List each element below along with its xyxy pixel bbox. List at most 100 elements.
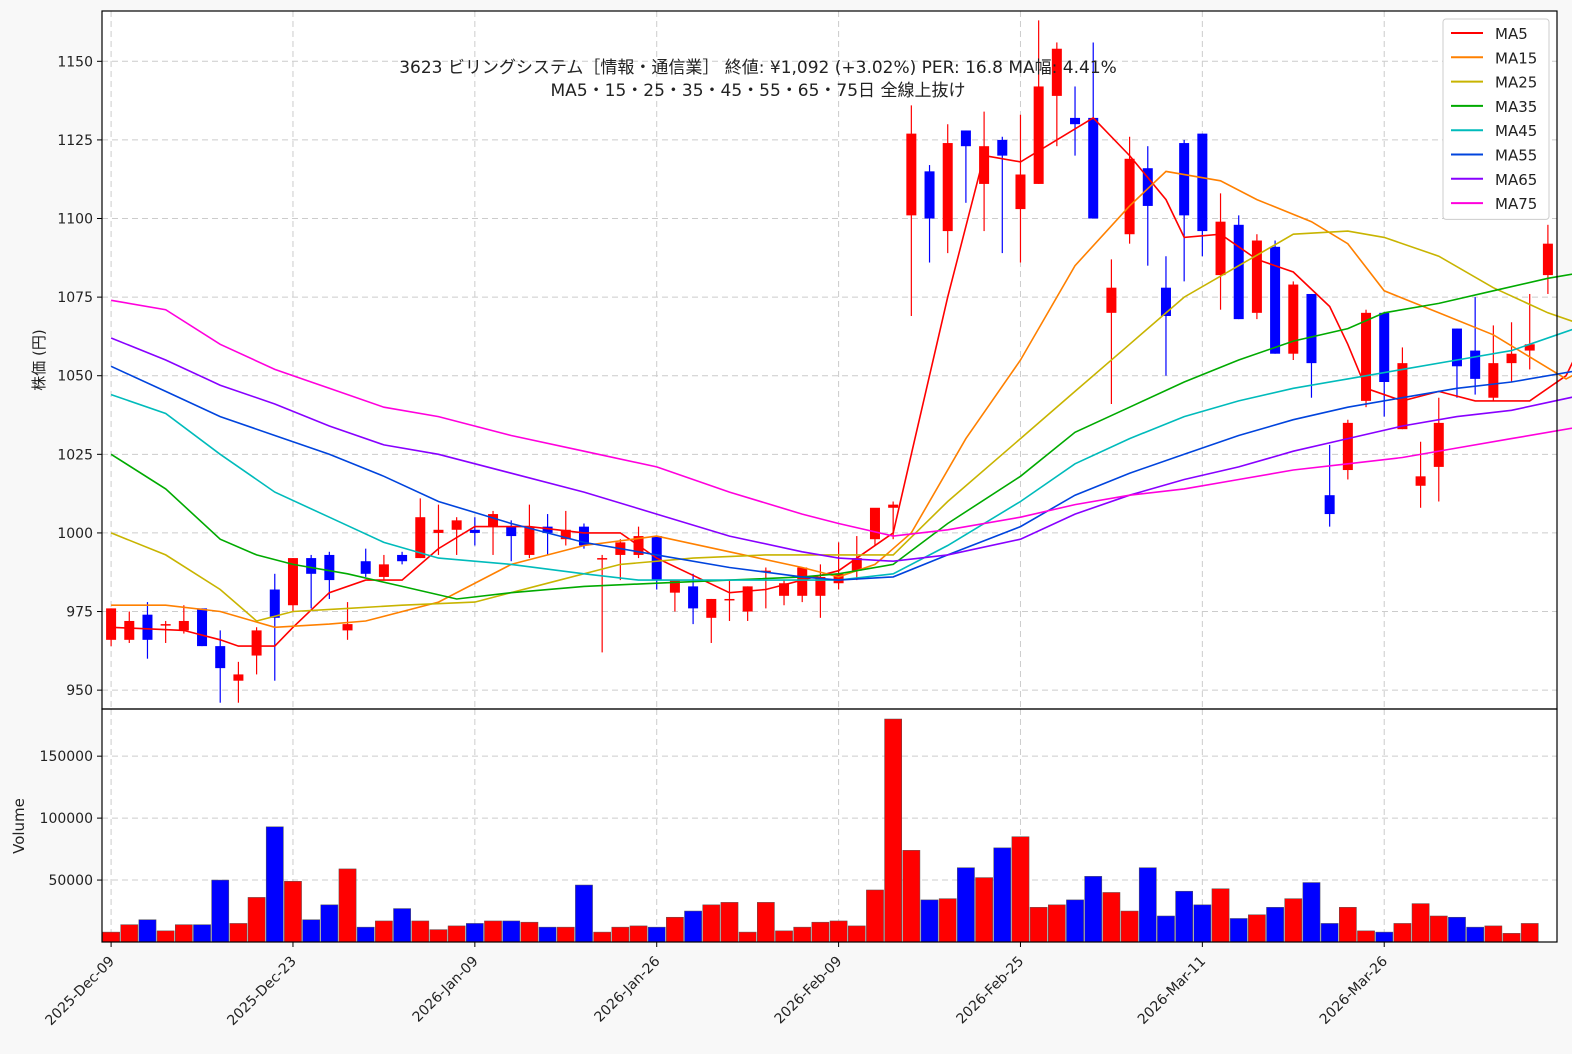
candle-body — [960, 130, 971, 147]
legend-label: MA45 — [1495, 122, 1537, 140]
candle-body — [1124, 158, 1135, 235]
volume-bar — [447, 925, 466, 943]
price-tick-label: 1100 — [57, 212, 93, 228]
volume-bar — [1248, 914, 1266, 943]
ma-line-ma5 — [111, 116, 1572, 647]
volume-bar — [102, 931, 120, 943]
candle-body — [688, 586, 699, 609]
volume-bar — [647, 926, 666, 943]
volume-bar — [938, 898, 957, 943]
volume-bar — [1448, 916, 1466, 943]
volume-bar — [593, 931, 611, 943]
volume-bar — [1466, 926, 1484, 943]
volume-bar — [884, 718, 902, 943]
volume-bar — [1211, 888, 1230, 943]
candle-body — [779, 583, 790, 596]
volume-bar — [1484, 925, 1503, 943]
price-tick-label: 975 — [66, 605, 93, 621]
volume-bar — [1302, 882, 1321, 943]
price-tick-label: 1000 — [57, 526, 93, 542]
volume-axis-label: Volume — [10, 798, 28, 854]
volume-bar — [138, 919, 157, 943]
candle-body — [1197, 133, 1208, 232]
volume-bar — [1229, 918, 1248, 943]
ma-line-ma75 — [110, 299, 1572, 537]
candle-body — [578, 526, 589, 546]
candle-body — [669, 580, 680, 593]
volume-bar — [1048, 904, 1066, 943]
candle-body — [1051, 48, 1062, 96]
volume-panel-bg — [102, 709, 1557, 942]
volume-bar — [738, 931, 757, 943]
candle-body — [269, 589, 280, 618]
volume-bar — [466, 923, 484, 943]
volume-bar — [484, 920, 502, 943]
candle-body — [1015, 174, 1026, 210]
candle-body — [815, 576, 826, 596]
candle-body — [124, 620, 135, 640]
ma-line-ma55 — [110, 365, 1572, 581]
candle-body — [1215, 221, 1226, 276]
ma-line-ma45 — [110, 328, 1572, 581]
volume-bar — [265, 826, 284, 943]
candle-body — [488, 514, 499, 527]
candle-body — [1324, 495, 1335, 515]
candle-body — [1088, 117, 1099, 219]
volume-bar — [902, 850, 921, 943]
volume-bar — [702, 904, 721, 943]
volume-bar — [1084, 876, 1103, 943]
candle-body — [469, 529, 480, 533]
volume-bar — [375, 920, 393, 943]
volume-bar — [356, 926, 375, 943]
candle-body — [706, 598, 717, 618]
volume-bar — [1284, 898, 1303, 943]
volume-bar — [720, 902, 739, 943]
candle-body — [1342, 422, 1353, 471]
candle-body — [560, 529, 571, 540]
volume-bar — [1066, 899, 1084, 943]
volume-bar — [1120, 910, 1139, 943]
candle-body — [360, 561, 371, 574]
candle-body — [1288, 284, 1299, 354]
candle-body — [888, 504, 899, 508]
volume-bar — [1375, 931, 1394, 943]
ma-line-ma25 — [110, 230, 1572, 622]
candle-body — [433, 529, 444, 533]
x-tick-label: 2026-Mar-26 — [1317, 953, 1391, 1027]
candle-body — [997, 139, 1008, 156]
volume-bar — [829, 920, 848, 943]
candle-body — [742, 586, 753, 612]
candle-body — [1361, 312, 1372, 401]
candle-body — [1033, 86, 1044, 184]
legend-label: MA65 — [1495, 171, 1537, 189]
candle-body — [451, 520, 462, 530]
candle-body — [287, 558, 298, 606]
ma-line-ma15 — [111, 170, 1572, 629]
volume-bar — [302, 919, 320, 943]
volume-bar — [793, 926, 812, 943]
volume-bar — [1502, 933, 1521, 943]
candle-body — [306, 558, 317, 574]
volume-bar — [538, 926, 557, 943]
volume-bar — [1029, 907, 1048, 943]
candle-body — [1488, 363, 1499, 398]
volume-axes-frame — [101, 708, 1558, 943]
candle-body — [906, 133, 917, 216]
x-tick-label: 2026-Mar-11 — [1135, 954, 1209, 1028]
volume-bar — [175, 924, 193, 943]
legend-label: MA5 — [1495, 25, 1528, 43]
chart-title-line2: MA5・15・25・35・45・55・65・75日 全線上抜け — [551, 81, 966, 101]
candle-body — [251, 630, 262, 656]
candle-body — [1306, 293, 1317, 364]
x-tick-label: 2026-Jan-09 — [410, 954, 482, 1026]
candle-body — [1415, 476, 1426, 486]
candle-body — [324, 554, 335, 581]
x-tick-label: 2025-Dec-09 — [43, 954, 118, 1029]
volume-bar — [393, 908, 411, 943]
candle-body — [1106, 287, 1117, 313]
price-tick-label: 1050 — [57, 369, 93, 385]
price-tick-label: 1125 — [57, 133, 93, 149]
candle-body — [1251, 240, 1262, 313]
